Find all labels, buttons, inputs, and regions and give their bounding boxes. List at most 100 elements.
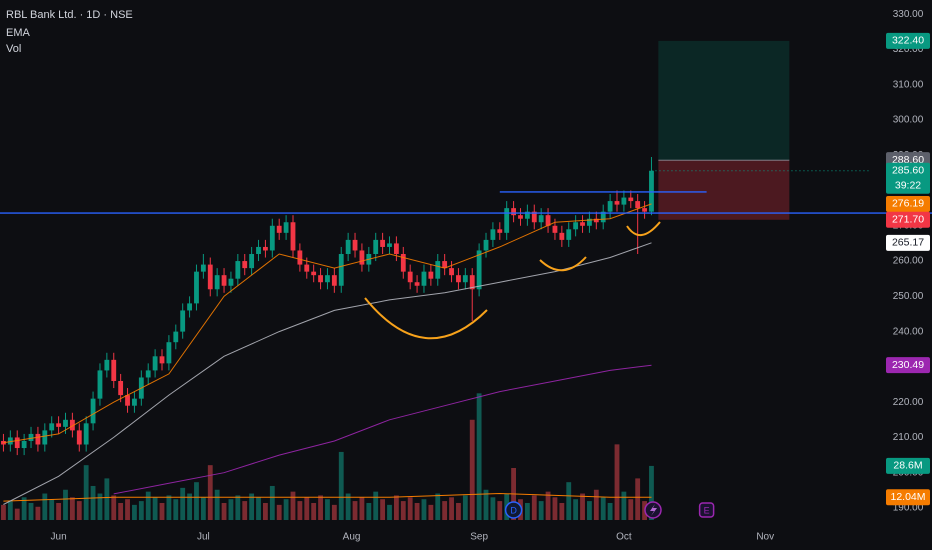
candle-body (545, 215, 551, 226)
volume-bar (104, 478, 110, 520)
candle-body (125, 395, 130, 406)
volume-bar (421, 499, 427, 520)
volume-bar (476, 393, 482, 520)
candle-body (249, 254, 255, 269)
volume-bar (325, 499, 330, 520)
price-tag-label: 276.19 (892, 198, 924, 210)
price-tag-label: 28.6M (893, 460, 922, 472)
candle-body (524, 211, 530, 219)
candle-body (511, 208, 517, 216)
handle-drawing (539, 256, 587, 272)
candle-body (649, 170, 654, 212)
x-tick-label: Aug (343, 532, 361, 543)
candle-body (214, 275, 220, 290)
handle-drawing (626, 221, 661, 236)
candle-body (304, 264, 310, 272)
candle-body (28, 433, 34, 441)
volume-bar (366, 502, 372, 520)
candle-body (593, 218, 599, 223)
candle-body (21, 440, 27, 449)
candle-body (352, 239, 358, 251)
volume-bar (242, 501, 248, 520)
volume-bar (235, 495, 241, 520)
volume-bar (428, 504, 434, 520)
volume-bar (49, 499, 55, 520)
price-tag (886, 195, 930, 212)
candle-body (490, 229, 496, 240)
target-zone (658, 40, 790, 161)
candle-body (559, 232, 565, 240)
candle-body (552, 225, 558, 233)
candle-body (587, 218, 592, 226)
volume-bar (145, 491, 151, 520)
volume-bar (311, 502, 317, 520)
candle-body (83, 423, 89, 445)
volume-bar (214, 489, 220, 520)
candle-body (187, 303, 192, 311)
volume-bar (331, 504, 337, 520)
price-tag (886, 162, 930, 194)
volume-bar (63, 489, 68, 520)
price-tag (886, 234, 930, 251)
candle-body (476, 250, 482, 290)
price-tag-label: 322.40 (892, 35, 924, 47)
axis-layer: 190.00200.00210.00220.00230.00240.00250.… (51, 9, 930, 543)
volume-bar (138, 501, 144, 520)
candle-body (573, 222, 579, 230)
candle-body (152, 356, 158, 371)
event-label: D (510, 505, 517, 515)
volume-bar (614, 444, 620, 520)
candle-body (380, 239, 386, 247)
candle-body (566, 229, 572, 240)
price-tag-label: 265.17 (892, 237, 924, 249)
volume-bar (628, 499, 634, 520)
candle-body (311, 271, 317, 276)
volume-bar (442, 501, 448, 520)
volume-bar (187, 493, 192, 520)
candle-body (400, 254, 406, 272)
price-tag (886, 489, 930, 506)
event-marker (504, 501, 523, 519)
price-tag (886, 457, 930, 474)
candle-body (428, 271, 434, 279)
candle-body (173, 331, 179, 343)
volume-bar (490, 497, 496, 520)
alert-bolt (650, 504, 657, 516)
candle-body (635, 201, 641, 209)
y-tick-label: 260.00 (893, 256, 924, 267)
volume-bar (621, 491, 627, 520)
candle-body (256, 246, 261, 255)
volume-bar (387, 504, 392, 520)
candle-body (276, 225, 282, 233)
volume-bar (338, 451, 344, 520)
volume-bar (531, 495, 537, 520)
stop-zone (658, 160, 790, 220)
candle-body (242, 261, 248, 269)
countdown-label: 39:22 (895, 180, 921, 192)
candle-body (42, 430, 48, 445)
ema-line (3, 203, 652, 444)
x-tick-label: Oct (616, 532, 632, 543)
volume-bar (194, 482, 199, 520)
volume-bar (283, 499, 289, 520)
volume-bar (7, 501, 13, 520)
candle-body (607, 201, 613, 212)
volume-bar (21, 497, 27, 520)
candle-body (497, 229, 503, 233)
volume-bar (393, 495, 399, 520)
volume-bar (483, 489, 489, 520)
candle-body (421, 271, 427, 286)
price-tag (886, 357, 930, 374)
y-tick-label: 220.00 (893, 397, 924, 408)
candle-body (194, 271, 199, 304)
candle-body (69, 419, 75, 431)
candle-body (449, 268, 454, 276)
volume-bar (200, 497, 206, 520)
indicator-label: EMA (6, 27, 31, 39)
volume-bar (400, 501, 406, 520)
volume-bar (83, 465, 89, 520)
volume-bar (221, 502, 227, 520)
volume-bar (180, 487, 186, 520)
candle-body (76, 430, 82, 445)
